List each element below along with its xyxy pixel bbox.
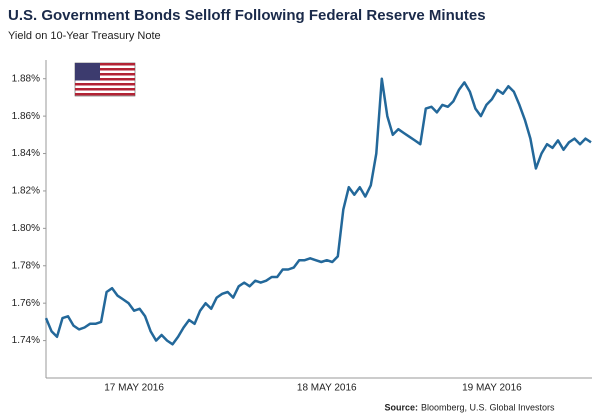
y-tick-label: 1.74% xyxy=(12,335,40,346)
y-tick-label: 1.88% xyxy=(12,73,40,84)
chart-subtitle: Yield on 10-Year Treasury Note xyxy=(8,30,161,42)
y-tick-label: 1.78% xyxy=(12,260,40,271)
chart-title: U.S. Government Bonds Selloff Following … xyxy=(8,7,486,24)
y-tick-label: 1.82% xyxy=(12,186,40,197)
us-flag xyxy=(74,62,136,97)
x-tick-label: 18 MAY 2016 xyxy=(297,383,357,394)
y-tick-label: 1.84% xyxy=(12,148,40,159)
source-label: Source: xyxy=(384,402,418,412)
y-tick-label: 1.86% xyxy=(12,111,40,122)
source-text: Bloomberg, U.S. Global Investors xyxy=(421,402,555,412)
source-note: Source: Bloomberg, U.S. Global Investors xyxy=(384,402,555,412)
x-tick-label: 17 MAY 2016 xyxy=(104,383,164,394)
y-tick-label: 1.76% xyxy=(12,298,40,309)
y-tick-label: 1.80% xyxy=(12,223,40,234)
line-series xyxy=(44,77,592,346)
x-tick-label: 19 MAY 2016 xyxy=(462,383,522,394)
